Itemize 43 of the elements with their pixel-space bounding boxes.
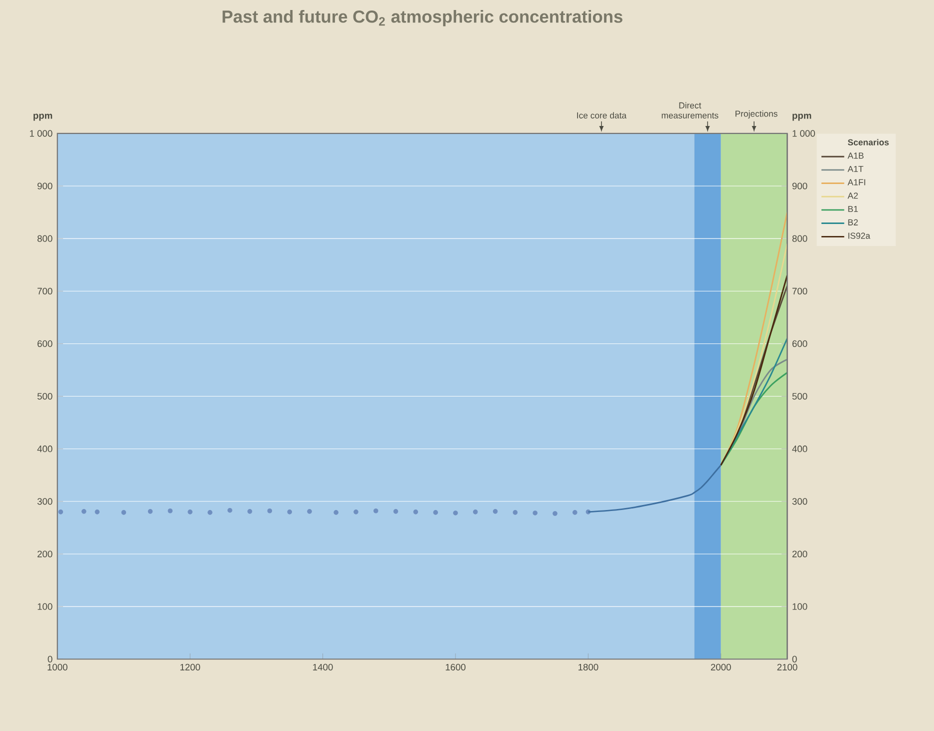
legend-label: A1B [848,152,864,159]
y-tick-label: 100 [38,603,52,610]
band-label: Projections [736,110,778,118]
y-tick-label: 600 [38,340,52,347]
y-tick-label: 200 [38,550,52,558]
y2-tick-label: 1 000 [792,130,815,137]
y-tick-label: 400 [37,445,52,452]
y2-tick-label: 900 [792,182,808,190]
y-tick-label: 300 [37,498,52,505]
y2-tick-label: 200 [792,550,808,558]
y2-axis-title: ppm [792,114,812,121]
y2-tick-label: 600 [792,340,808,347]
legend-label: A1FI [848,179,866,186]
y2-tick-label: 500 [792,392,808,400]
legend-label: IS92a [848,232,870,239]
band-label: Direct measurements [662,102,718,118]
y-tick-label: 800 [37,235,52,242]
y-tick-label: 700 [38,288,52,294]
y2-tick-label: 700 [792,288,808,294]
legend-label: B1 [848,206,858,212]
legend-title: Scenarios [848,138,889,146]
y-tick-label: 0 [48,656,52,662]
y2-tick-label: 300 [792,498,808,505]
y-tick-label: 900 [38,182,52,190]
x-tick-label: 1200 [180,664,200,670]
x-tick-label: 1800 [578,664,598,670]
x-tick-label: 1600 [446,664,466,670]
y-axis-title: ppm [34,114,52,121]
y2-tick-label: 100 [792,603,808,610]
legend-label: B2 [848,219,858,226]
y-tick-label: 1 000 [30,130,52,137]
y2-tick-label: 400 [792,445,808,452]
legend-label: A1T [848,166,864,172]
y-tick-label: 500 [37,392,52,400]
x-tick-label: 2000 [710,664,731,670]
x-tick-label: 1000 [48,664,68,670]
legend-label: A2 [848,192,858,199]
x-tick-label: 1400 [313,664,333,670]
band-label: Ice core data [577,112,627,118]
x-tick-label: 2100 [777,664,798,670]
y2-tick-label: 800 [792,235,808,242]
chart-title: Past and future CO$_{2}$ atmospheric concentrations [222,10,622,26]
y2-tick-label: 0 [792,656,797,662]
